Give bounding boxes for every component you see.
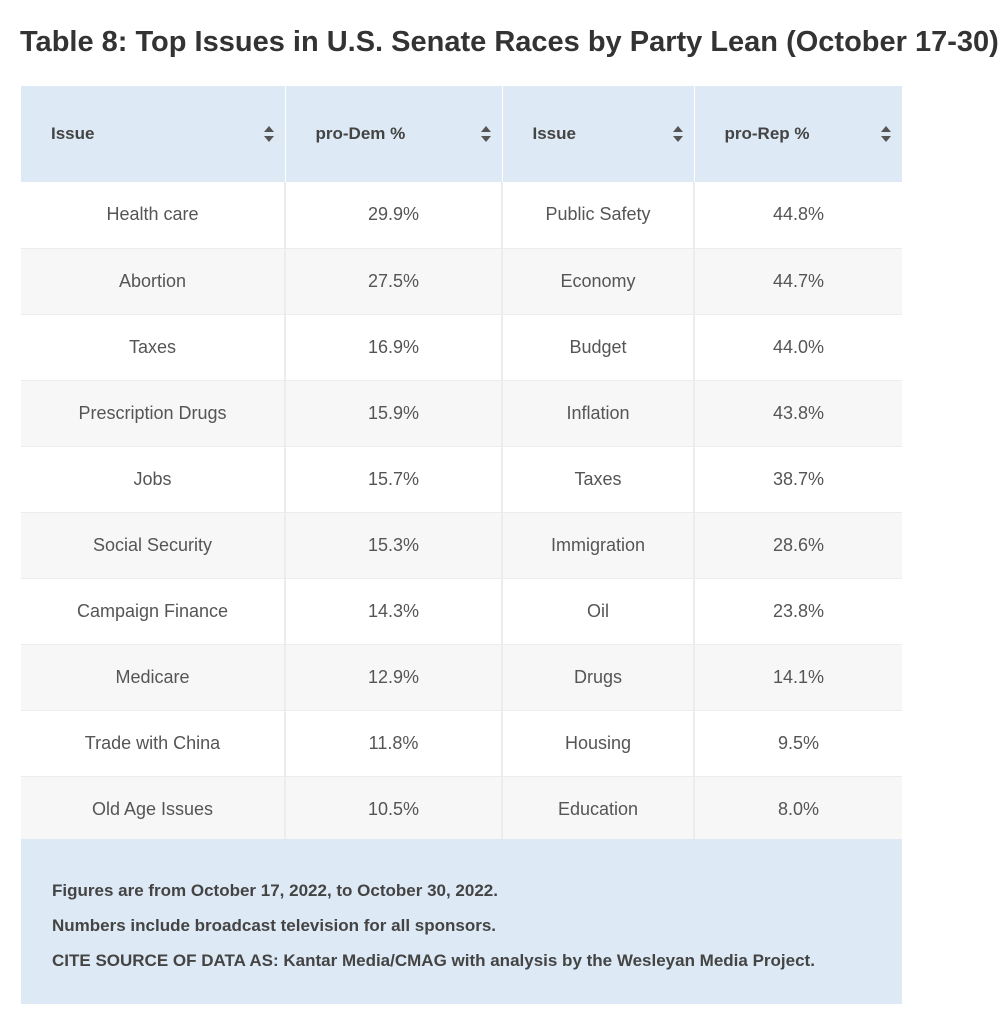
table-footnotes: Figures are from October 17, 2022, to Oc… bbox=[21, 839, 902, 1004]
table-row: Old Age Issues 10.5% Education 8.0% bbox=[21, 776, 902, 843]
table-cell-dem-pct: 29.9% bbox=[285, 182, 503, 249]
column-header-issue-rep[interactable]: Issue bbox=[502, 86, 695, 182]
column-header-label: Issue bbox=[532, 124, 576, 143]
table-row: Jobs 15.7% Taxes 38.7% bbox=[21, 446, 902, 513]
table-cell-rep-issue: Immigration bbox=[502, 512, 695, 579]
column-header-pro-dem[interactable]: pro-Dem % bbox=[285, 86, 503, 182]
table-cell-dem-pct: 12.9% bbox=[285, 644, 503, 711]
table-cell-dem-issue: Taxes bbox=[21, 314, 286, 381]
table-row: Taxes 16.9% Budget 44.0% bbox=[21, 314, 902, 381]
table-cell-dem-pct: 16.9% bbox=[285, 314, 503, 381]
table-cell-rep-pct: 38.7% bbox=[694, 446, 902, 513]
table-cell-dem-pct: 10.5% bbox=[285, 776, 503, 843]
sort-icon[interactable] bbox=[880, 125, 892, 143]
table-cell-rep-issue: Public Safety bbox=[502, 182, 695, 249]
table-cell-dem-issue: Abortion bbox=[21, 248, 286, 315]
table-cell-rep-issue: Drugs bbox=[502, 644, 695, 711]
table-cell-rep-issue: Inflation bbox=[502, 380, 695, 447]
sort-icon[interactable] bbox=[672, 125, 684, 143]
table-cell-rep-pct: 8.0% bbox=[694, 776, 902, 843]
table-header-row: Issue pro-Dem % Issue bbox=[21, 86, 902, 182]
table-row: Medicare 12.9% Drugs 14.1% bbox=[21, 644, 902, 711]
table-row: Abortion 27.5% Economy 44.7% bbox=[21, 248, 902, 315]
table-cell-dem-pct: 11.8% bbox=[285, 710, 503, 777]
table-cell-rep-pct: 23.8% bbox=[694, 578, 902, 645]
table-cell-dem-issue: Old Age Issues bbox=[21, 776, 286, 843]
table-row: Social Security 15.3% Immigration 28.6% bbox=[21, 512, 902, 579]
table-cell-dem-pct: 14.3% bbox=[285, 578, 503, 645]
column-header-label: Issue bbox=[51, 124, 95, 143]
table-cell-dem-pct: 15.7% bbox=[285, 446, 503, 513]
table-cell-rep-issue: Taxes bbox=[502, 446, 695, 513]
issues-table: Issue pro-Dem % Issue bbox=[21, 86, 902, 843]
table-cell-rep-issue: Education bbox=[502, 776, 695, 843]
table-cell-dem-issue: Social Security bbox=[21, 512, 286, 579]
table-cell-dem-pct: 15.9% bbox=[285, 380, 503, 447]
footnote-date-range: Figures are from October 17, 2022, to Oc… bbox=[52, 881, 498, 900]
table-row: Campaign Finance 14.3% Oil 23.8% bbox=[21, 578, 902, 645]
sort-icon[interactable] bbox=[263, 125, 275, 143]
column-header-label: pro-Rep % bbox=[724, 124, 810, 143]
table-cell-rep-pct: 9.5% bbox=[694, 710, 902, 777]
table-cell-dem-issue: Health care bbox=[21, 182, 286, 249]
column-header-pro-rep[interactable]: pro-Rep % bbox=[694, 86, 902, 182]
table-cell-rep-issue: Budget bbox=[502, 314, 695, 381]
table-row: Trade with China 11.8% Housing 9.5% bbox=[21, 710, 902, 777]
table-cell-dem-issue: Medicare bbox=[21, 644, 286, 711]
footnote-source: CITE SOURCE OF DATA AS: Kantar Media/CMA… bbox=[52, 951, 815, 970]
table-cell-rep-issue: Oil bbox=[502, 578, 695, 645]
table-cell-rep-pct: 14.1% bbox=[694, 644, 902, 711]
table-cell-rep-issue: Housing bbox=[502, 710, 695, 777]
table-cell-rep-issue: Economy bbox=[502, 248, 695, 315]
table-cell-rep-pct: 44.0% bbox=[694, 314, 902, 381]
column-header-label: pro-Dem % bbox=[315, 124, 406, 143]
table-cell-dem-issue: Trade with China bbox=[21, 710, 286, 777]
column-header-issue-dem[interactable]: Issue bbox=[21, 86, 286, 182]
sort-icon[interactable] bbox=[480, 125, 492, 143]
table-cell-rep-pct: 28.6% bbox=[694, 512, 902, 579]
table-cell-rep-pct: 44.8% bbox=[694, 182, 902, 249]
table-cell-dem-pct: 27.5% bbox=[285, 248, 503, 315]
table-row: Prescription Drugs 15.9% Inflation 43.8% bbox=[21, 380, 902, 447]
footnote-broadcast: Numbers include broadcast television for… bbox=[52, 916, 497, 935]
table-cell-dem-issue: Prescription Drugs bbox=[21, 380, 286, 447]
table-cell-dem-pct: 15.3% bbox=[285, 512, 503, 579]
table-cell-rep-pct: 44.7% bbox=[694, 248, 902, 315]
table-row: Health care 29.9% Public Safety 44.8% bbox=[21, 182, 902, 249]
page-title: Table 8: Top Issues in U.S. Senate Races… bbox=[20, 26, 999, 58]
table-cell-dem-issue: Jobs bbox=[21, 446, 286, 513]
table-cell-dem-issue: Campaign Finance bbox=[21, 578, 286, 645]
table-cell-rep-pct: 43.8% bbox=[694, 380, 902, 447]
